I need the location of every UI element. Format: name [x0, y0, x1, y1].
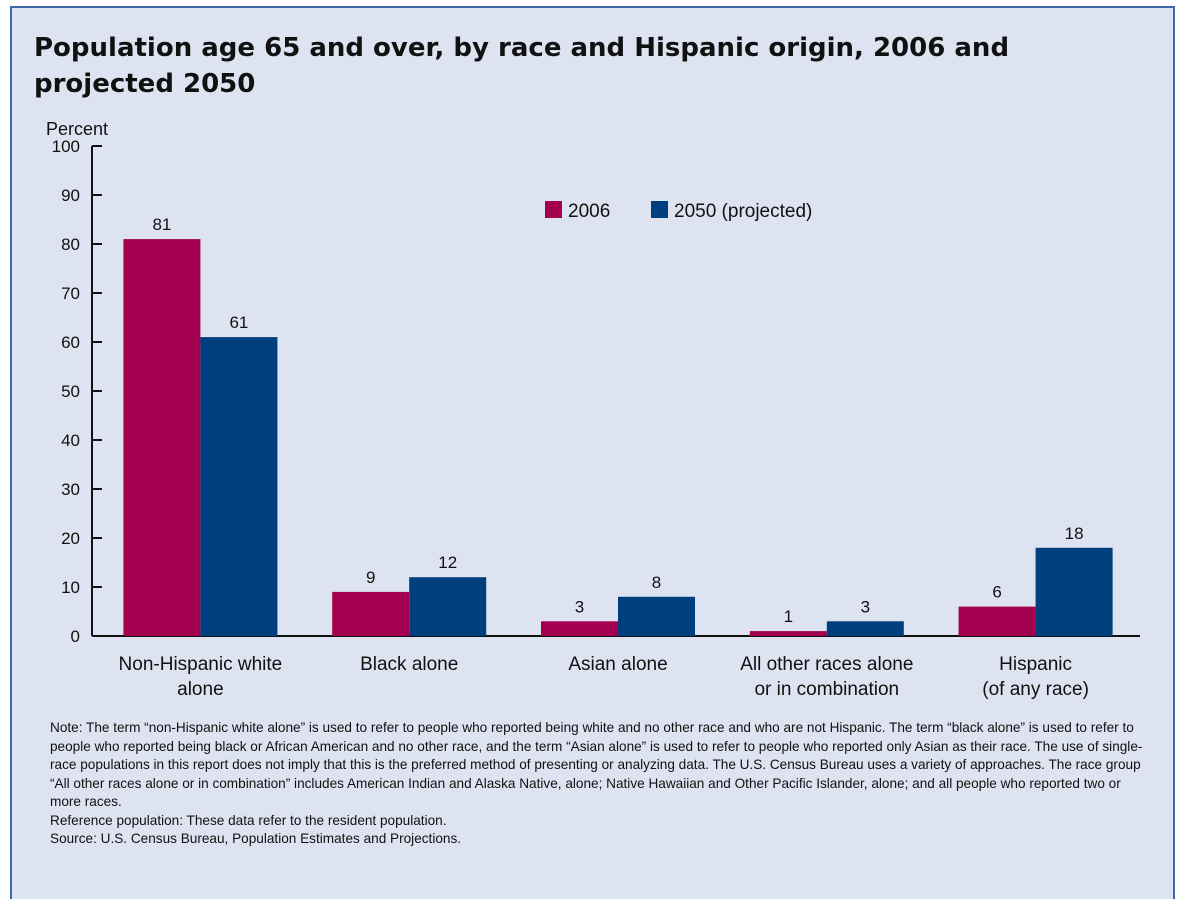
notes: Note: The term “non-Hispanic white alone…: [50, 719, 1150, 849]
data-label: 3: [575, 597, 584, 616]
data-label: 18: [1065, 524, 1084, 543]
legend-swatch: [545, 201, 562, 218]
bar: [541, 621, 618, 636]
y-tick-label: 100: [52, 137, 80, 156]
x-category-label: Hispanic (of any race): [982, 654, 1089, 700]
data-label: 1: [784, 607, 793, 626]
bar: [123, 239, 201, 636]
data-label: 3: [861, 597, 870, 616]
reference-text: Reference population: These data refer t…: [50, 812, 447, 828]
legend: 2006 2050 (projected): [545, 201, 812, 222]
bar: [409, 577, 487, 636]
x-category-label-line: (of any race): [982, 679, 1089, 700]
y-axis-label: Percent: [46, 119, 108, 139]
bar: [1035, 547, 1113, 636]
x-category-label-line: Asian alone: [568, 654, 667, 675]
bar: [200, 337, 278, 636]
x-category-label: Asian alone: [568, 654, 667, 675]
x-category-label: Black alone: [360, 654, 458, 675]
x-category-label-line: or in combination: [754, 679, 899, 700]
bar: [826, 621, 904, 636]
bar: [749, 631, 827, 636]
x-category-label-line: Non-Hispanic white: [119, 654, 283, 675]
legend-label: 2006: [568, 201, 610, 222]
y-tick-label: 90: [61, 186, 80, 205]
data-label: 6: [992, 583, 1001, 602]
y-tick-label: 20: [61, 529, 80, 548]
legend-label: 2050 (projected): [674, 201, 812, 222]
chart-title: Population age 65 and over, by race and …: [34, 33, 1010, 99]
y-tick-label: 80: [61, 235, 80, 254]
data-label: 8: [652, 573, 661, 592]
source-text: Source: U.S. Census Bureau, Population E…: [50, 831, 462, 846]
y-tick-label: 0: [71, 627, 80, 646]
note-text: Note: The term “non-Hispanic white alone…: [50, 720, 1143, 809]
x-category-label-line: alone: [177, 679, 224, 700]
y-tick-label: 50: [61, 382, 80, 401]
bar: [958, 606, 1036, 636]
y-tick-label: 10: [61, 578, 80, 597]
y-tick-label: 30: [61, 480, 80, 499]
x-category-label-line: Hispanic: [999, 654, 1072, 675]
data-label: 9: [366, 568, 375, 587]
x-category-label-line: All other races alone: [740, 654, 913, 675]
data-label: 12: [438, 553, 457, 572]
x-category-label: Non-Hispanic white alone: [119, 654, 283, 700]
bar: [332, 591, 410, 636]
legend-swatch: [651, 201, 668, 218]
x-category-label: All other races alone or in combination: [740, 654, 913, 700]
bar: [618, 596, 695, 636]
y-tick-label: 40: [61, 431, 80, 450]
x-category-label-line: Black alone: [360, 654, 458, 675]
y-tick-label: 60: [61, 333, 80, 352]
y-tick-label: 70: [61, 284, 80, 303]
data-label: 81: [152, 215, 171, 234]
data-label: 61: [229, 313, 248, 332]
